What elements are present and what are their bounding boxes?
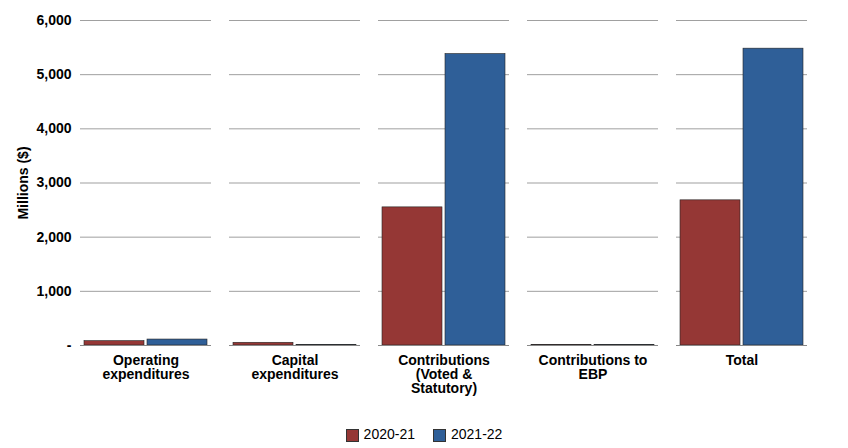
html-text:2021-22: 2021-22: [451, 426, 503, 442]
svg-text:Capitalexpenditures: Capitalexpenditures: [251, 352, 338, 382]
svg-text:Operatingexpenditures: Operatingexpenditures: [102, 352, 189, 382]
svg-text:Millions ($): Millions ($): [15, 146, 31, 219]
svg-text:Total: Total: [726, 352, 758, 368]
svg-text:1,000: 1,000: [36, 283, 71, 299]
svg-text:4,000: 4,000: [36, 120, 71, 136]
svg-text:2,000: 2,000: [36, 229, 71, 245]
svg-text:Contributions toEBP: Contributions toEBP: [539, 352, 648, 382]
svg-text:Contributions(Voted &Statutory: Contributions(Voted &Statutory): [398, 352, 490, 396]
html-text:2020-21: 2020-21: [363, 426, 415, 442]
svg-text:6,000: 6,000: [36, 12, 71, 28]
svg-text:3,000: 3,000: [36, 174, 71, 190]
svg-text:5,000: 5,000: [36, 66, 71, 82]
svg-text:-: -: [67, 337, 72, 353]
